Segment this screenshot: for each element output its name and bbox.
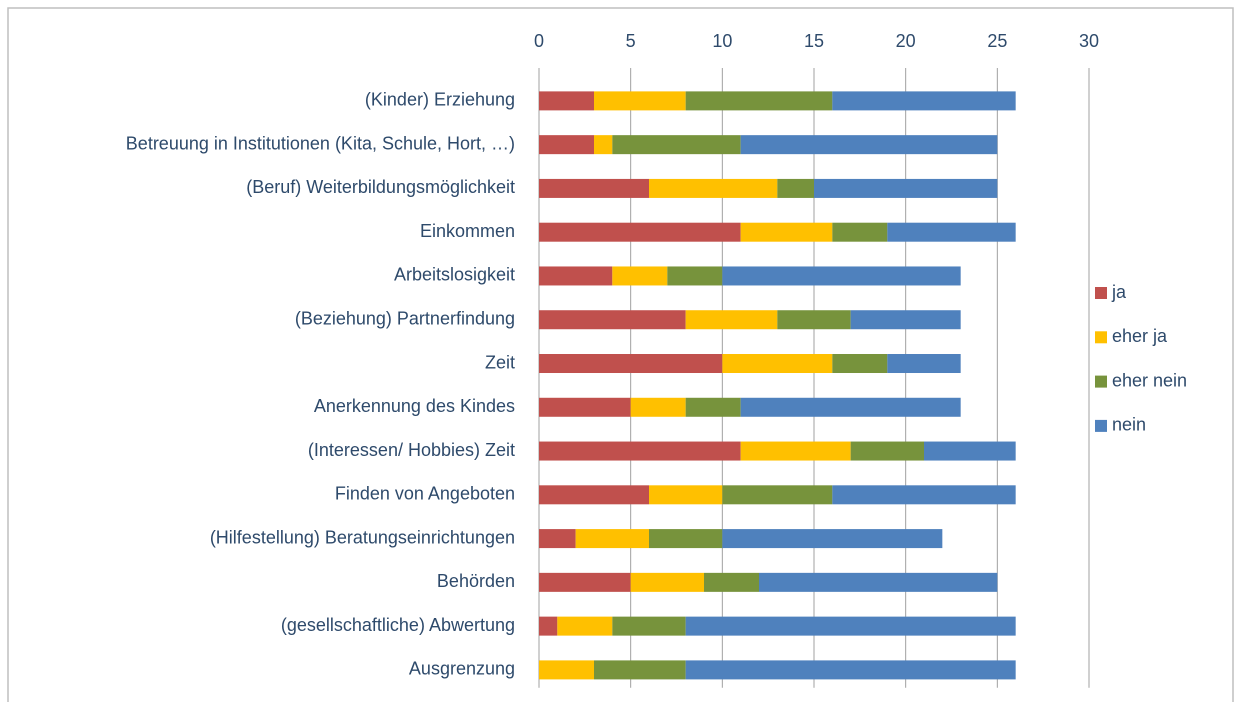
- bar-segment: [612, 135, 741, 155]
- bar-segment: [649, 485, 723, 505]
- bar-segment: [685, 91, 833, 111]
- bar-segment: [685, 397, 741, 417]
- bar-segment: [539, 310, 686, 330]
- bar-segment: [924, 441, 1016, 461]
- legend-label: ja: [1111, 282, 1127, 302]
- bar-segment: [832, 354, 888, 374]
- bar-segment: [630, 397, 686, 417]
- legend-swatch: [1095, 287, 1107, 299]
- bar-segment: [539, 572, 631, 592]
- bar-segment: [575, 529, 649, 549]
- x-tick-label: 0: [534, 31, 544, 51]
- bar-segment: [722, 485, 833, 505]
- bar-segment: [832, 91, 1016, 111]
- x-tick-label: 15: [804, 31, 824, 51]
- bar-segment: [740, 222, 833, 242]
- y-tick-label: Behörden: [437, 571, 515, 591]
- bar-segment: [777, 178, 814, 198]
- bar-segment: [539, 354, 723, 374]
- x-tick-label: 10: [712, 31, 732, 51]
- y-tick-label: (Kinder) Erziehung: [365, 90, 515, 110]
- x-tick-label: 5: [626, 31, 636, 51]
- bar-segment: [814, 178, 998, 198]
- x-tick-label: 25: [987, 31, 1007, 51]
- bar-segment: [740, 441, 851, 461]
- legend-label: eher ja: [1112, 326, 1168, 346]
- bar-segment: [539, 222, 741, 242]
- bar-segment: [539, 485, 649, 505]
- y-tick-label: Anerkennung des Kindes: [314, 396, 515, 416]
- bar-segment: [722, 266, 961, 286]
- y-tick-label: (Hilfestellung) Beratungseinrichtungen: [210, 527, 515, 547]
- x-tick-label: 30: [1079, 31, 1099, 51]
- bar-segment: [649, 529, 723, 549]
- bar-segment: [667, 266, 723, 286]
- x-tick-label: 20: [896, 31, 916, 51]
- bar-segment: [832, 222, 888, 242]
- bar-segment: [612, 616, 686, 636]
- bar-segment: [685, 660, 1016, 680]
- bar-segment: [685, 310, 778, 330]
- bar-segment: [594, 660, 686, 680]
- bar-segment: [539, 660, 594, 680]
- y-tick-label: (Interessen/ Hobbies) Zeit: [308, 440, 515, 460]
- y-tick-label: Einkommen: [420, 221, 515, 241]
- bar-segment: [594, 91, 686, 111]
- bar-segment: [539, 178, 649, 198]
- bar-segment: [539, 91, 594, 111]
- bar-segment: [539, 397, 631, 417]
- legend-label: eher nein: [1112, 370, 1187, 390]
- bar-segment: [722, 529, 943, 549]
- chart-frame: [7, 7, 1234, 702]
- bar-segment: [630, 572, 704, 592]
- bar-segment: [777, 310, 851, 330]
- bar-segment: [539, 135, 594, 155]
- bar-segment: [887, 354, 961, 374]
- bar-segment: [539, 529, 576, 549]
- bar-segment: [557, 616, 613, 636]
- legend-label: nein: [1112, 415, 1146, 435]
- y-tick-label: Zeit: [485, 352, 515, 372]
- y-tick-label: (Beruf) Weiterbildungsmöglichkeit: [246, 177, 515, 197]
- legend-swatch: [1095, 419, 1107, 432]
- legend-swatch: [1095, 375, 1107, 388]
- y-tick-label: Ausgrenzung: [409, 659, 515, 679]
- bar-segment: [740, 397, 961, 417]
- bar-segment: [704, 572, 759, 592]
- bar-segment: [594, 135, 613, 155]
- bar-segment: [850, 441, 924, 461]
- bar-segment: [722, 354, 833, 374]
- bar-segment: [612, 266, 668, 286]
- bar-segment: [759, 572, 998, 592]
- bar-segment: [649, 178, 778, 198]
- y-tick-label: Arbeitslosigkeit: [394, 265, 515, 285]
- bar-segment: [832, 485, 1016, 505]
- y-tick-label: Betreuung in Institutionen (Kita, Schule…: [126, 133, 515, 153]
- y-tick-label: (Beziehung) Partnerfindung: [295, 308, 515, 328]
- bar-segment: [539, 266, 613, 286]
- bar-segment: [887, 222, 1016, 242]
- bar-segment: [539, 441, 741, 461]
- y-tick-label: (gesellschaftliche) Abwertung: [281, 615, 515, 635]
- bar-segment: [740, 135, 998, 155]
- legend-swatch: [1095, 331, 1107, 344]
- bar-segment: [850, 310, 961, 330]
- y-tick-label: Finden von Angeboten: [335, 484, 515, 504]
- bar-segment: [539, 616, 558, 636]
- bar-segment: [685, 616, 1016, 636]
